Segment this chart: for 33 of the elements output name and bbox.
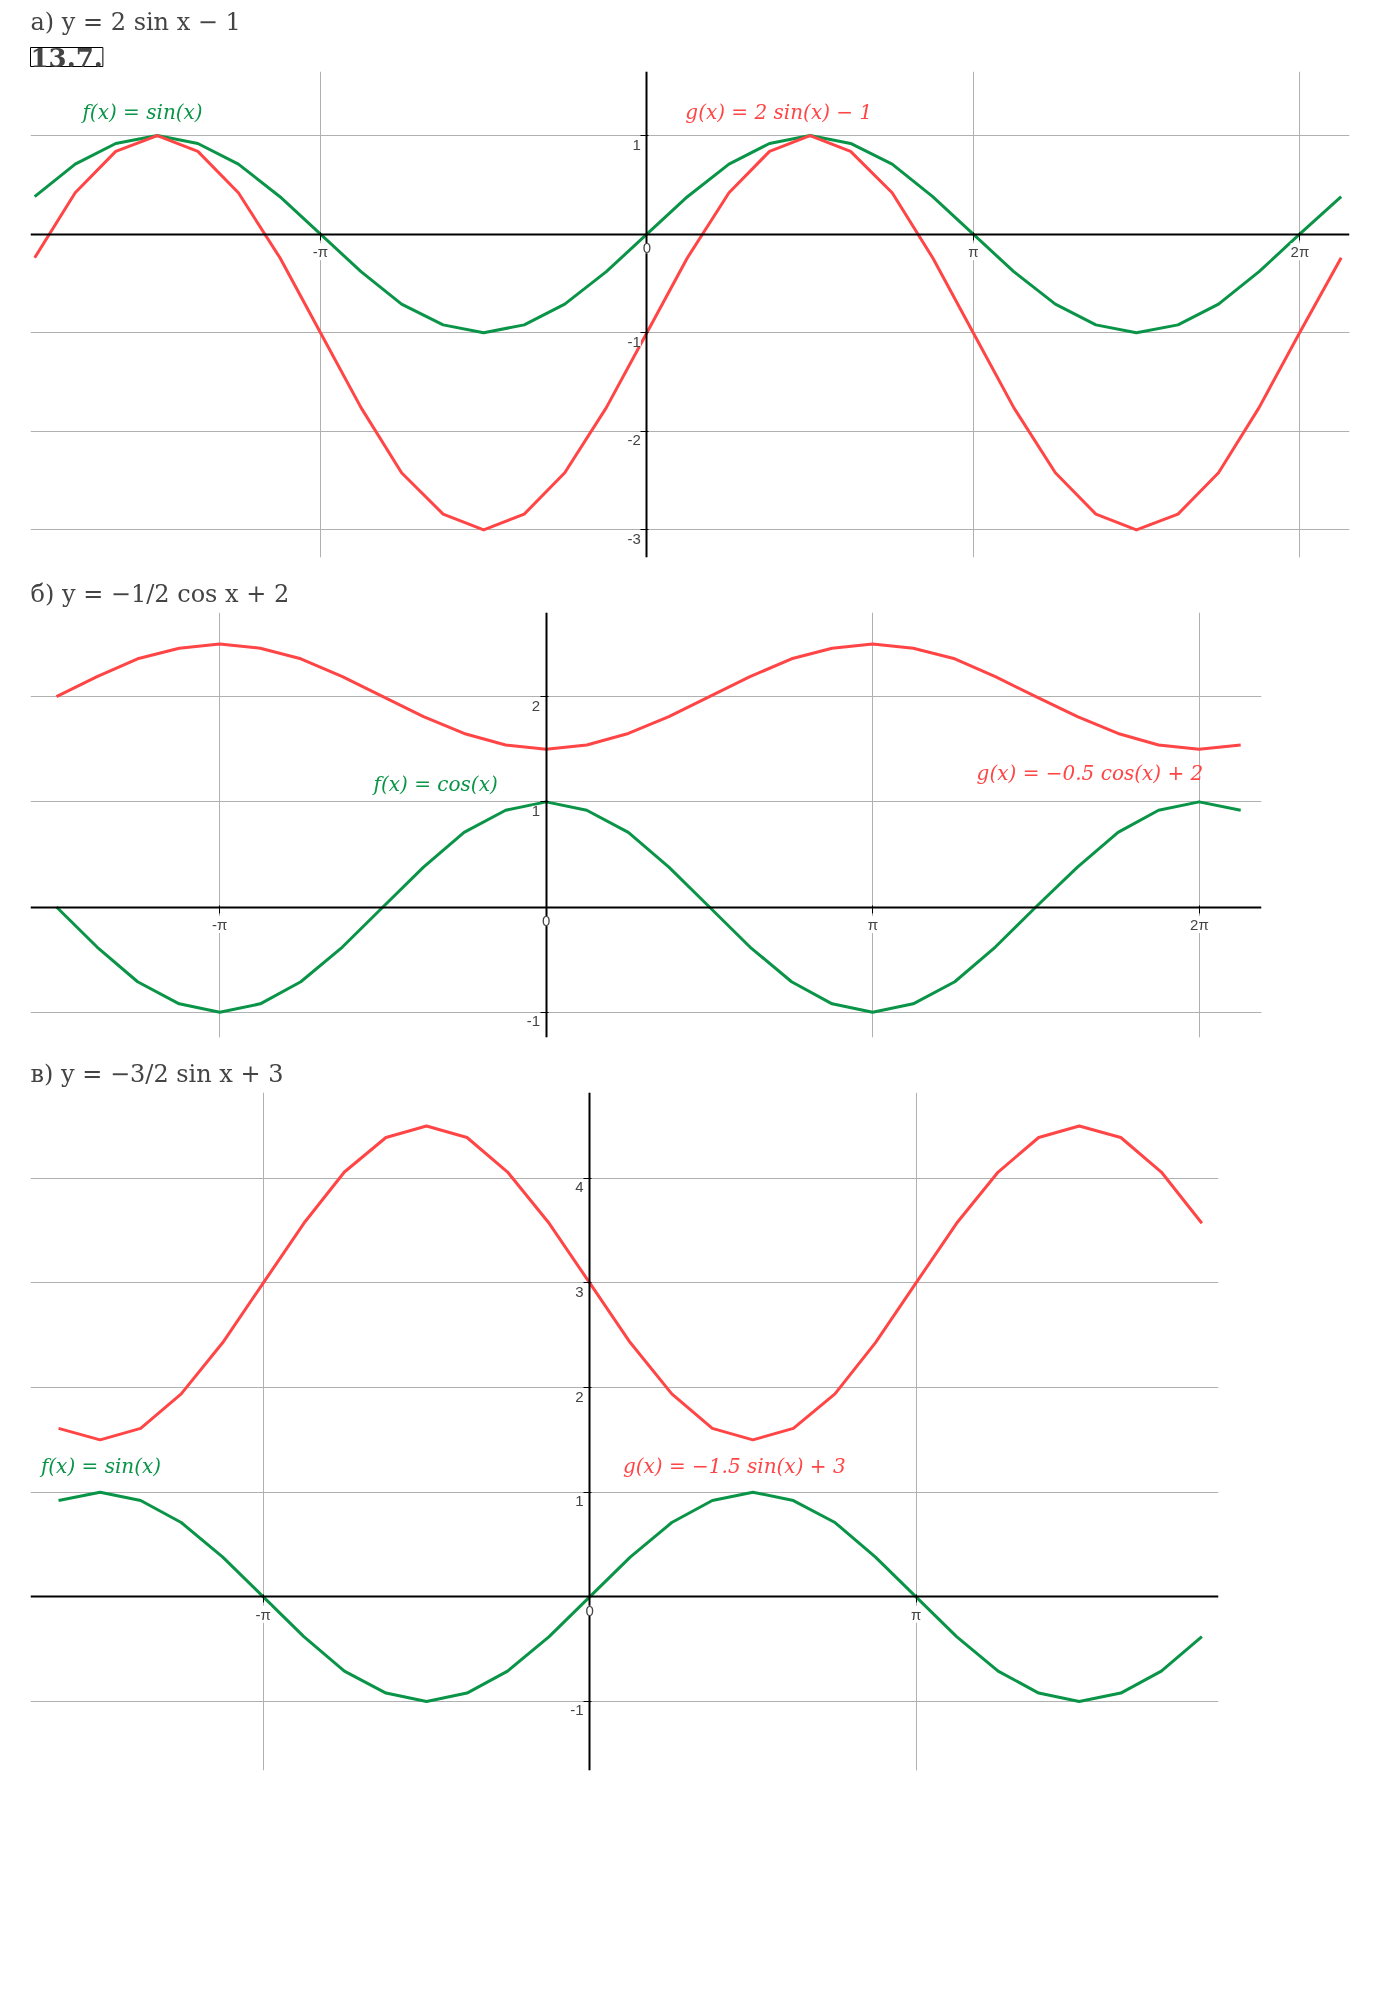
series-label: g(x) = 2 sin(x) − 1 xyxy=(685,99,873,124)
x-tick-label: π xyxy=(968,243,979,261)
x-tick-label: 0 xyxy=(642,239,652,257)
series-label: f(x) = sin(x) xyxy=(80,99,203,124)
x-tick-label: 2π xyxy=(1190,916,1209,934)
x-tick-label: -π xyxy=(312,243,329,261)
x-tick-label: 0 xyxy=(585,1601,594,1619)
y-tick-label: -3 xyxy=(627,529,641,547)
x-tick-label: π xyxy=(911,1605,922,1623)
series-label: g(x) = −1.5 sin(x) + 3 xyxy=(622,1453,846,1478)
y-tick-label: -1 xyxy=(570,1701,584,1719)
series-label: f(x) = cos(x) xyxy=(371,771,498,796)
chart-title: б) y = −1/2 cos x + 2 xyxy=(30,579,290,608)
series-label: g(x) = −0.5 cos(x) + 2 xyxy=(976,761,1204,786)
x-tick-label: -π xyxy=(211,916,228,934)
chart-title: а) y = 2 sin x − 1 xyxy=(30,7,241,36)
y-tick-label: 1 xyxy=(531,801,541,819)
y-tick-label: -2 xyxy=(627,431,641,449)
y-tick-label: 3 xyxy=(575,1282,584,1300)
y-tick-label: 1 xyxy=(575,1492,584,1510)
y-tick-label: -1 xyxy=(526,1012,541,1030)
x-tick-label: π xyxy=(867,916,878,934)
y-tick-label: 2 xyxy=(531,696,541,714)
x-tick-label: -π xyxy=(255,1605,271,1623)
y-tick-label: 1 xyxy=(632,135,641,153)
y-tick-label: 2 xyxy=(575,1387,584,1405)
x-tick-label: 2π xyxy=(1290,243,1310,261)
y-tick-label: 4 xyxy=(575,1178,584,1196)
x-tick-label: 0 xyxy=(542,912,551,930)
y-tick-label: -1 xyxy=(627,332,641,350)
chart-title: в) y = −3/2 sin x + 3 xyxy=(30,1059,284,1088)
series-label: f(x) = sin(x) xyxy=(38,1453,162,1478)
annotation: 13.7. xyxy=(30,42,103,73)
